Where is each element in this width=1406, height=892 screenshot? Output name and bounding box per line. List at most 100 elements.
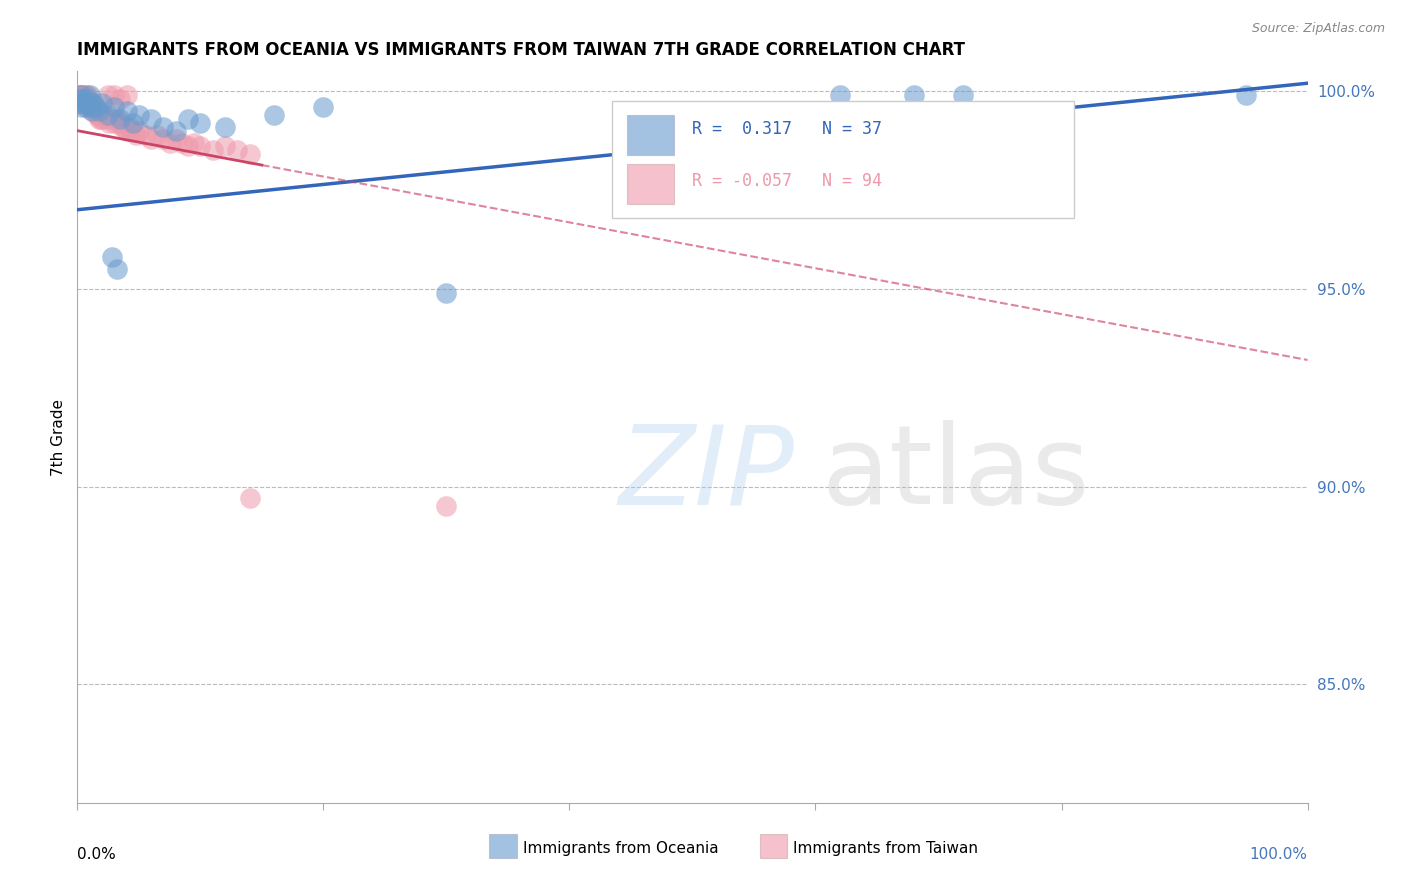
Point [96,112,118,126]
Point [75,95,97,110]
Point [239,491,262,506]
Point [69,88,91,103]
Point [80,95,103,110]
FancyBboxPatch shape [613,101,1074,218]
Text: 100.0%: 100.0% [1250,847,1308,862]
Point [70,88,93,103]
Point [183,136,205,150]
Point [79,88,101,103]
Point [177,112,200,126]
Point [80,100,103,114]
Point [226,144,249,158]
Point [82,100,104,114]
Point [952,88,974,103]
Point [75,88,97,103]
Point [82,95,104,110]
Point [830,88,852,103]
Point [80,100,103,114]
Point [70,92,93,106]
Point [67,92,90,106]
Point [152,120,174,134]
Point [90,95,114,110]
Point [165,131,187,145]
Point [69,95,91,110]
Point [146,128,169,142]
Point [239,147,262,161]
Text: Source: ZipAtlas.com: Source: ZipAtlas.com [1251,22,1385,36]
Y-axis label: 7th Grade: 7th Grade [51,399,66,475]
Point [128,123,150,137]
Point [84,100,107,114]
Text: Immigrants from Oceania: Immigrants from Oceania [523,840,718,855]
Point [141,112,163,126]
Point [105,262,128,277]
Point [72,88,94,103]
Point [70,88,93,103]
Point [67,88,90,103]
Point [69,95,91,110]
Point [87,108,110,122]
Point [103,116,125,130]
Point [108,116,131,130]
Point [110,112,132,126]
Point [70,92,93,106]
Point [165,123,187,137]
Point [77,95,100,110]
Point [70,92,93,106]
Point [72,92,94,106]
Point [82,95,104,110]
Point [134,128,156,142]
Point [89,103,111,118]
Point [73,88,96,103]
Point [118,120,141,134]
Text: Immigrants from Taiwan: Immigrants from Taiwan [793,840,979,855]
Point [103,100,125,114]
Text: atlas: atlas [821,420,1090,527]
Point [90,112,112,126]
Point [70,95,93,110]
Point [111,120,132,134]
FancyBboxPatch shape [627,115,673,155]
Point [67,88,90,103]
Point [73,92,96,106]
Point [75,100,97,114]
Point [77,95,100,110]
Point [121,123,143,137]
Point [82,103,104,118]
Point [110,92,132,106]
Point [903,88,925,103]
Point [159,136,181,150]
Point [79,95,101,110]
Point [112,120,135,134]
Point [97,88,120,103]
Point [79,100,101,114]
Point [70,88,93,103]
Point [188,139,212,153]
Point [93,108,115,122]
Point [115,88,138,103]
Point [214,120,236,134]
Point [121,116,143,130]
Point [69,88,91,103]
Point [122,123,145,137]
Point [69,88,91,103]
Text: R =  0.317   N = 37: R = 0.317 N = 37 [693,120,883,138]
Point [128,108,150,122]
Point [67,92,90,106]
Point [72,95,94,110]
Point [115,103,138,118]
Text: IMMIGRANTS FROM OCEANIA VS IMMIGRANTS FROM TAIWAN 7TH GRADE CORRELATION CHART: IMMIGRANTS FROM OCEANIA VS IMMIGRANTS FR… [77,41,966,59]
Point [115,123,138,137]
Point [79,95,101,110]
Point [67,88,90,103]
Point [97,108,120,122]
Point [312,100,335,114]
Point [170,136,193,150]
Point [75,92,97,106]
Point [76,92,98,106]
Point [89,112,111,126]
Text: 0.0%: 0.0% [77,847,117,862]
Point [70,100,93,114]
Point [82,103,104,118]
Point [263,108,285,122]
